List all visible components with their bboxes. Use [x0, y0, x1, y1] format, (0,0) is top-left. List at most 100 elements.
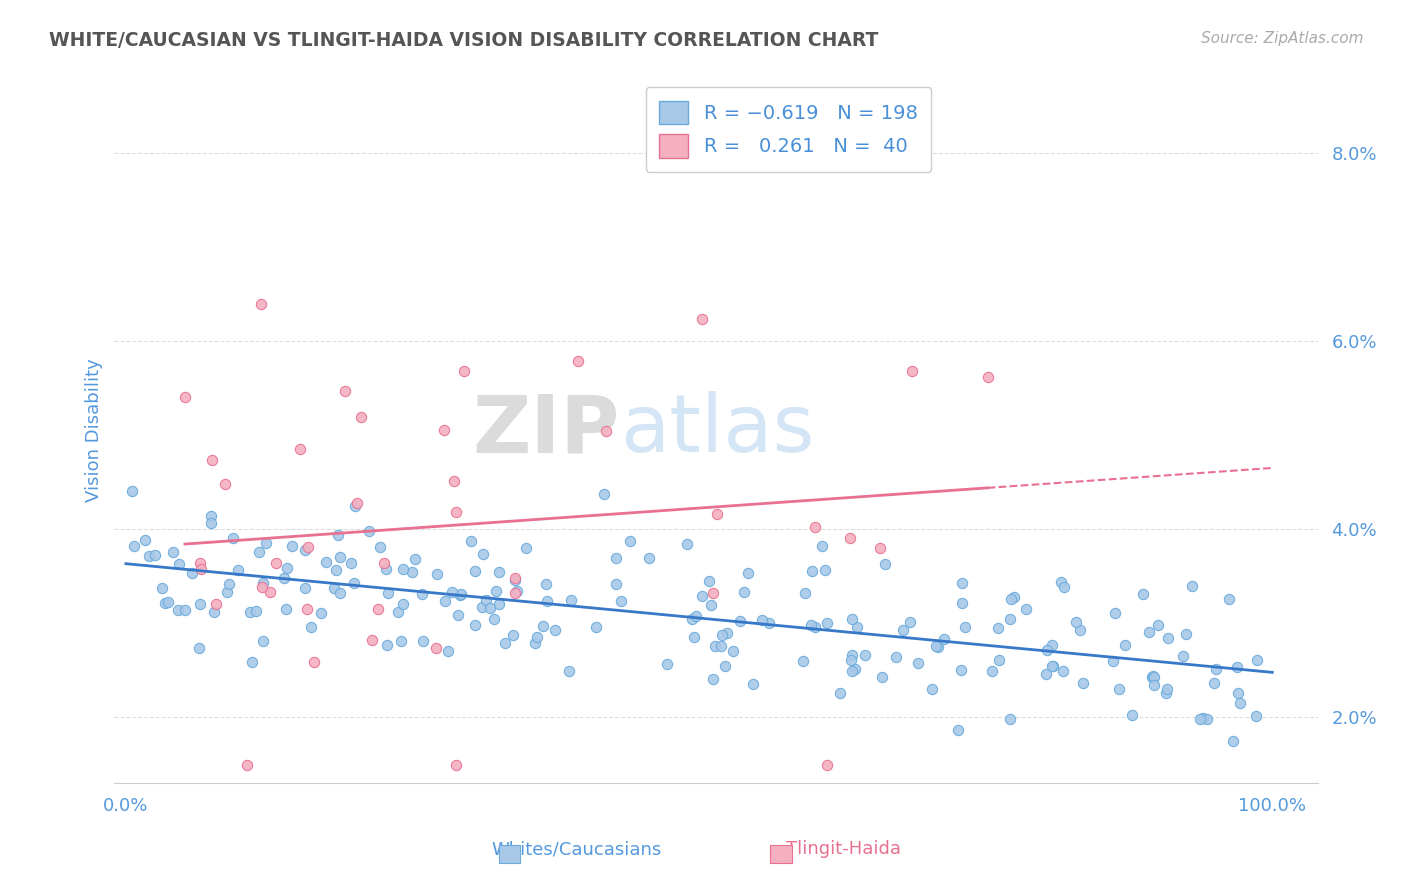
Point — [273, 571, 295, 585]
Point — [447, 608, 470, 623]
Point — [1069, 623, 1091, 637]
Point — [792, 654, 814, 668]
Point — [804, 520, 827, 534]
Point — [1181, 579, 1204, 593]
Point — [374, 561, 396, 575]
Point — [1000, 592, 1022, 607]
Point — [523, 636, 546, 650]
Point — [443, 475, 465, 489]
Point — [502, 628, 524, 642]
Point — [343, 576, 366, 591]
Point — [174, 603, 197, 617]
Point — [217, 584, 239, 599]
Point — [412, 633, 434, 648]
Point — [841, 612, 863, 626]
Point — [162, 545, 184, 559]
Point — [367, 601, 389, 615]
Point — [1004, 591, 1026, 605]
Point — [134, 533, 156, 548]
Point — [1143, 670, 1166, 684]
Point — [155, 596, 177, 610]
Point — [294, 581, 316, 595]
Point — [681, 611, 703, 625]
Point — [1246, 653, 1268, 667]
Text: atlas: atlas — [620, 392, 814, 469]
Point — [751, 613, 773, 627]
Point — [464, 564, 486, 578]
Point — [676, 537, 699, 551]
Point — [503, 571, 526, 585]
Point — [226, 563, 249, 577]
Point — [710, 639, 733, 653]
Point — [240, 655, 263, 669]
Point — [433, 423, 456, 437]
Point — [1157, 632, 1180, 646]
Point — [716, 626, 738, 640]
Point — [315, 556, 337, 570]
Point — [375, 638, 398, 652]
Point — [1015, 601, 1038, 615]
Point — [444, 757, 467, 772]
Point — [949, 664, 972, 678]
Point — [121, 483, 143, 498]
Point — [236, 757, 259, 772]
Point — [252, 575, 274, 590]
Point — [434, 594, 457, 608]
Point — [323, 582, 346, 596]
Point — [800, 618, 823, 632]
Point — [1064, 615, 1087, 630]
Point — [472, 547, 495, 561]
Point — [801, 564, 824, 578]
Text: Tlingit-Haida: Tlingit-Haida — [786, 840, 901, 858]
Point — [721, 643, 744, 657]
Point — [450, 587, 472, 601]
Point — [401, 566, 423, 580]
Point — [932, 632, 955, 646]
Point — [714, 659, 737, 673]
Point — [247, 545, 270, 559]
Point — [702, 586, 724, 600]
Point — [605, 577, 627, 591]
Point — [700, 599, 723, 613]
Point — [1052, 580, 1074, 594]
Point — [339, 556, 361, 570]
Point — [875, 558, 897, 572]
Point — [333, 384, 356, 398]
Point — [157, 595, 180, 609]
Point — [741, 677, 763, 691]
Point — [488, 565, 510, 579]
Point — [1052, 665, 1074, 679]
Point — [453, 363, 475, 377]
Point — [925, 639, 948, 653]
Point — [254, 536, 277, 550]
Point — [927, 640, 949, 655]
Point — [370, 540, 392, 554]
Point — [238, 605, 260, 619]
Point — [567, 354, 589, 368]
Point — [1042, 659, 1064, 673]
Point — [872, 669, 894, 683]
Point — [143, 548, 166, 562]
Point — [988, 653, 1011, 667]
Point — [728, 615, 751, 629]
Point — [1142, 669, 1164, 683]
Point — [1140, 670, 1163, 684]
Point — [815, 616, 838, 631]
Point — [167, 557, 190, 571]
Point — [350, 409, 373, 424]
Point — [329, 549, 352, 564]
Point — [804, 619, 827, 633]
Point — [174, 390, 197, 404]
Point — [361, 633, 384, 648]
Point — [685, 608, 707, 623]
Point — [844, 662, 866, 676]
Point — [1156, 686, 1178, 700]
Point — [737, 566, 759, 580]
Point — [377, 586, 399, 600]
Point — [1137, 625, 1160, 640]
Point — [1174, 627, 1197, 641]
Point — [460, 534, 482, 549]
Point — [901, 364, 924, 378]
Point — [1036, 643, 1059, 657]
Point — [998, 712, 1021, 726]
